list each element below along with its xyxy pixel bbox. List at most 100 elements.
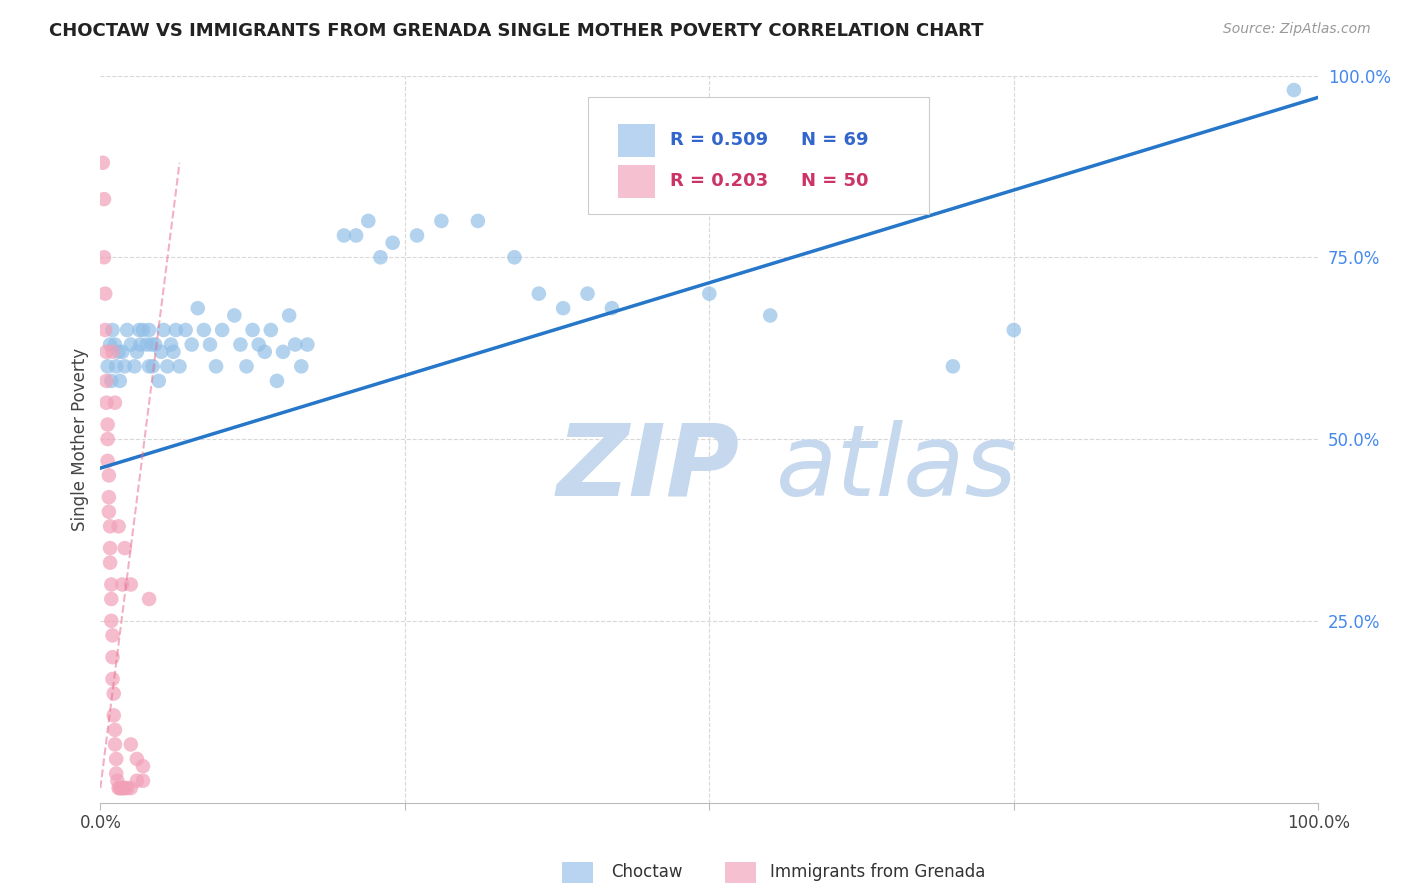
Point <box>370 250 392 264</box>
Point <box>107 773 129 788</box>
FancyBboxPatch shape <box>619 124 655 157</box>
Point <box>169 359 191 374</box>
Point <box>96 344 118 359</box>
Point <box>103 708 125 723</box>
Point <box>100 592 122 607</box>
Point <box>138 592 160 607</box>
Point <box>120 577 142 591</box>
Point <box>91 155 114 169</box>
Text: Source: ZipAtlas.com: Source: ZipAtlas.com <box>1223 22 1371 37</box>
Point <box>229 337 252 351</box>
Point <box>357 214 380 228</box>
Point <box>135 337 157 351</box>
Point <box>101 650 124 665</box>
Point <box>110 780 132 795</box>
Point <box>211 323 233 337</box>
Point <box>101 672 124 686</box>
Y-axis label: Single Mother Poverty: Single Mother Poverty <box>72 348 89 531</box>
FancyBboxPatch shape <box>588 97 928 214</box>
Point <box>115 780 138 795</box>
Point <box>105 752 128 766</box>
Point <box>125 752 148 766</box>
Point <box>132 323 155 337</box>
Point <box>107 519 129 533</box>
Point <box>97 505 120 519</box>
Point <box>129 337 152 351</box>
Point <box>97 359 120 374</box>
Point <box>104 337 127 351</box>
Point <box>141 337 163 351</box>
Point <box>114 780 136 795</box>
Point <box>124 359 146 374</box>
Text: R = 0.509: R = 0.509 <box>671 131 769 149</box>
Point <box>96 374 118 388</box>
Point <box>165 323 187 337</box>
Text: N = 69: N = 69 <box>800 131 868 149</box>
Point <box>759 309 782 323</box>
Point <box>104 395 127 409</box>
Point <box>503 250 526 264</box>
Point <box>98 337 121 351</box>
Point <box>112 780 135 795</box>
Point <box>253 344 276 359</box>
Point <box>150 344 173 359</box>
Point <box>284 337 307 351</box>
Point <box>271 344 294 359</box>
Point <box>697 286 720 301</box>
Point <box>125 773 148 788</box>
Point <box>93 192 115 206</box>
Point <box>143 337 166 351</box>
Point <box>97 417 120 432</box>
Point <box>162 344 184 359</box>
Point <box>120 337 142 351</box>
Point <box>114 359 136 374</box>
Point <box>156 359 179 374</box>
Point <box>107 344 129 359</box>
Point <box>105 359 128 374</box>
Point <box>187 301 209 315</box>
Point <box>94 323 117 337</box>
Point <box>108 780 131 795</box>
Point <box>97 468 120 483</box>
Point <box>297 337 319 351</box>
Point <box>148 374 170 388</box>
Point <box>467 214 489 228</box>
Point <box>174 323 197 337</box>
Point <box>278 309 301 323</box>
Point <box>527 286 550 301</box>
Point <box>290 359 312 374</box>
Point <box>107 780 129 795</box>
Point <box>111 577 134 591</box>
Point <box>111 344 134 359</box>
Point <box>576 286 599 301</box>
Point <box>128 323 150 337</box>
Point <box>132 759 155 773</box>
Text: ZIP: ZIP <box>557 419 740 516</box>
Text: CHOCTAW VS IMMIGRANTS FROM GRENADA SINGLE MOTHER POVERTY CORRELATION CHART: CHOCTAW VS IMMIGRANTS FROM GRENADA SINGL… <box>49 22 984 40</box>
Point <box>406 228 429 243</box>
Point <box>98 541 121 555</box>
Point <box>205 359 228 374</box>
Point <box>104 738 127 752</box>
Point <box>138 359 160 374</box>
Point <box>1002 323 1025 337</box>
Point <box>100 614 122 628</box>
Point <box>152 323 174 337</box>
Point <box>114 541 136 555</box>
Point <box>344 228 367 243</box>
Point <box>103 687 125 701</box>
Point <box>242 323 264 337</box>
Point <box>108 374 131 388</box>
FancyBboxPatch shape <box>619 165 655 198</box>
Point <box>180 337 202 351</box>
Point <box>125 344 148 359</box>
Point <box>120 780 142 795</box>
Point <box>224 309 246 323</box>
Point <box>260 323 283 337</box>
Point <box>105 766 128 780</box>
Point <box>93 250 115 264</box>
Point <box>193 323 215 337</box>
Point <box>553 301 575 315</box>
Point <box>101 344 124 359</box>
Text: Choctaw: Choctaw <box>612 863 683 881</box>
